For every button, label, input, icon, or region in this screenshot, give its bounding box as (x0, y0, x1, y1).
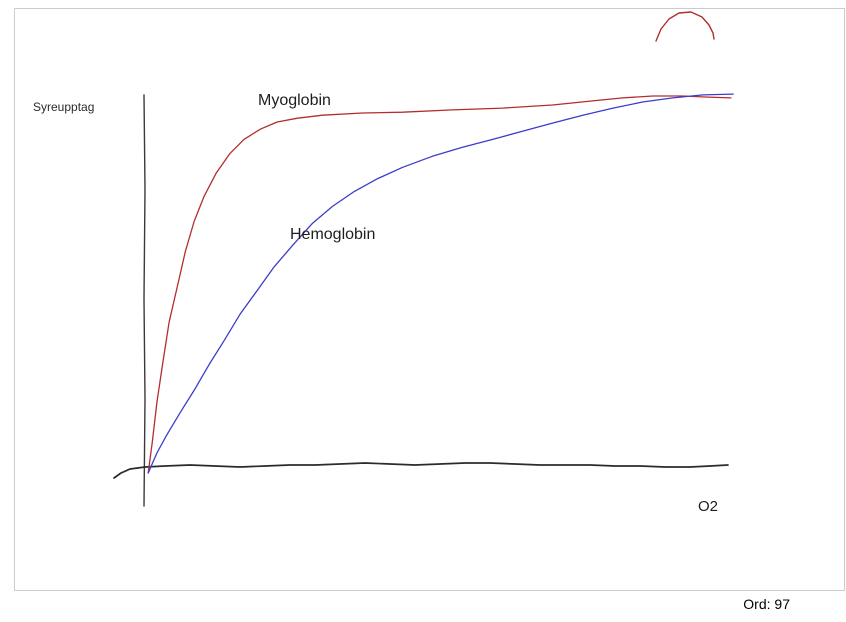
myoglobin-label: Myoglobin (258, 92, 331, 109)
x-axis-label: O2 (698, 498, 719, 515)
myoglobin-curve (147, 95, 732, 474)
word-count[interactable]: Ord: 97 (743, 596, 790, 612)
hemoglobin-label: Hemoglobin (290, 226, 376, 243)
stray-red-stroke (655, 11, 715, 42)
hemoglobin-curve (147, 93, 734, 474)
x-axis-line (113, 462, 729, 479)
drawing-canvas[interactable]: Syreupptag Myoglobin Hemoglobin O2 (14, 8, 845, 591)
chart-svg (113, 11, 734, 507)
y-axis-label: Syreupptag (33, 100, 95, 114)
y-axis-line (143, 94, 146, 507)
